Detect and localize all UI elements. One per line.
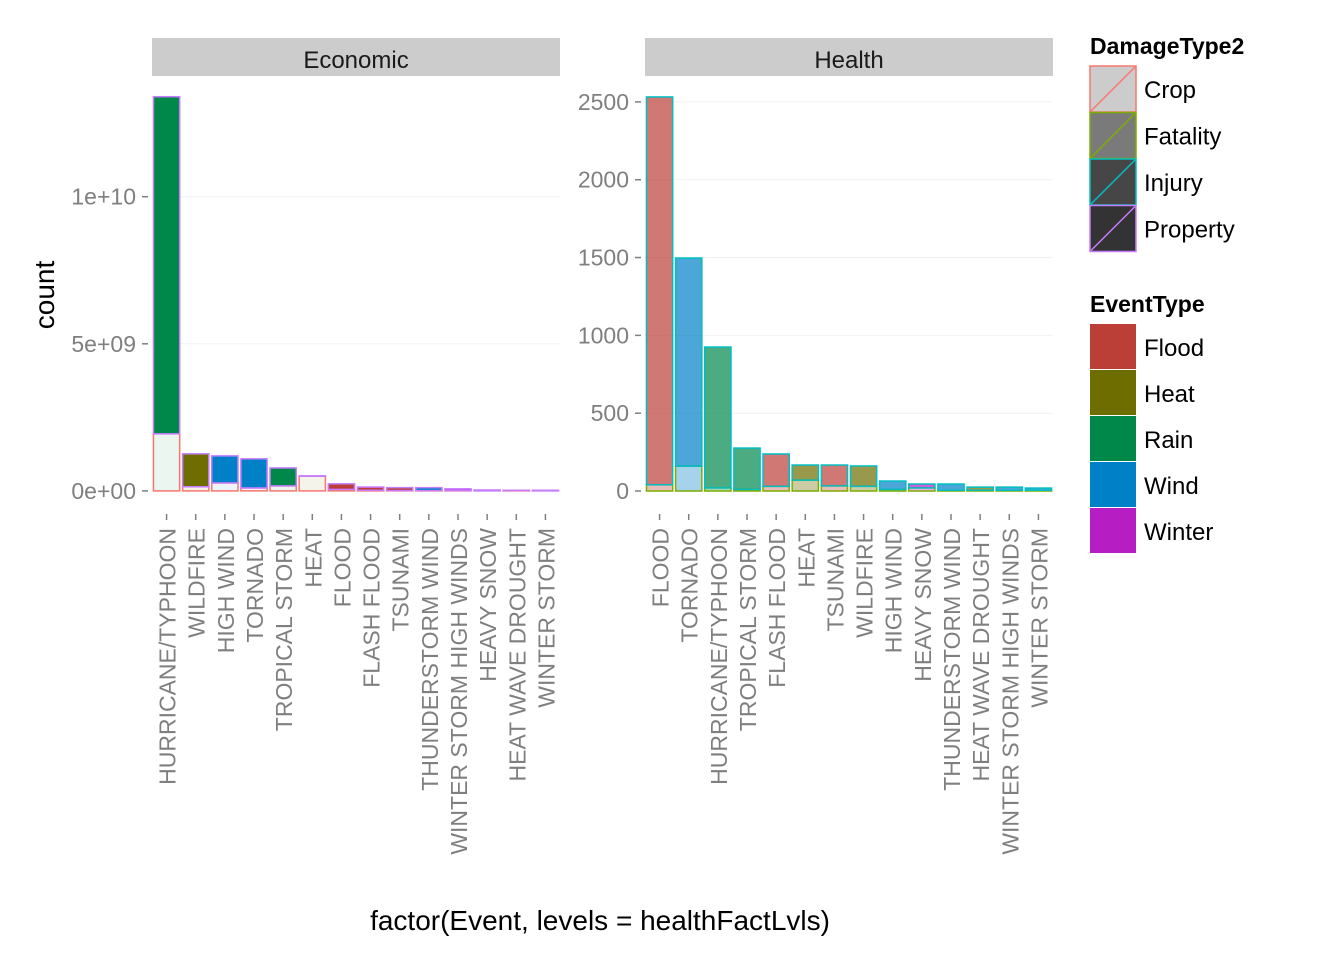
bar-segment (967, 487, 993, 490)
x-tick-label: HEAT (793, 528, 819, 588)
bar-segment (532, 490, 558, 491)
bar-segment (445, 489, 471, 491)
bar-segment (357, 487, 383, 490)
x-tick-label: HURRICANE/TYPHOON (155, 528, 181, 785)
x-tick-label: TORNADO (677, 528, 703, 643)
bar-segment (821, 486, 847, 491)
x-tick-label: TSUNAMI (388, 528, 414, 632)
y-tick-label: 1000 (578, 322, 629, 348)
bar-segment (183, 454, 209, 487)
legend-key (1090, 324, 1136, 369)
y-tick-label: 1e+10 (71, 184, 136, 210)
y-tick-label: 0e+00 (71, 478, 136, 504)
x-tick-label: FLOOD (329, 528, 355, 607)
x-tick-label: FLASH FLOOD (359, 528, 385, 688)
x-tick-label: THUNDERSTORM WIND (939, 528, 965, 791)
legend-label: Rain (1144, 427, 1193, 454)
y-tick-label: 5e+09 (71, 331, 136, 357)
bar-segment (763, 454, 789, 486)
bar-segment (212, 483, 238, 491)
bar-segment (792, 465, 818, 480)
legend-label: Injury (1144, 170, 1203, 197)
x-tick-label: WILDFIRE (852, 528, 878, 638)
legend-label: Flood (1144, 335, 1204, 362)
legend-key (1090, 416, 1136, 461)
x-tick-label: WILDFIRE (184, 528, 210, 638)
bar-segment (153, 97, 179, 434)
x-tick-label: TROPICAL STORM (271, 528, 297, 731)
bar-segment (212, 456, 238, 483)
bar-segment (676, 466, 702, 491)
x-tick-label: WINTER STORM HIGH WINDS (446, 528, 472, 855)
bar-segment (270, 468, 296, 486)
y-tick-label: 0 (616, 478, 629, 504)
bar-segment (153, 434, 179, 491)
legend-label: Wind (1144, 473, 1199, 500)
bar-segment (474, 490, 500, 491)
x-tick-label: HEAT WAVE DROUGHT (968, 528, 994, 781)
x-tick-label: HURRICANE/TYPHOON (706, 528, 732, 785)
legend-label: Winter (1144, 519, 1213, 546)
bar-segment (270, 486, 296, 491)
x-tick-label: HEAVY SNOW (475, 528, 501, 682)
y-tick-label: 500 (591, 400, 629, 426)
y-axis-title: count (29, 261, 60, 330)
bar-segment (646, 97, 672, 485)
x-tick-label: HIGH WIND (213, 528, 239, 653)
legend-label: Property (1144, 217, 1235, 244)
bar-segment (850, 466, 876, 486)
bar-segment (705, 347, 731, 488)
x-axis-title: factor(Event, levels = healthFactLvls) (370, 905, 830, 936)
bar-segment (996, 487, 1022, 490)
bar-segment (646, 485, 672, 491)
bar-segment (328, 484, 354, 490)
x-tick-label: WINTER STORM (533, 528, 559, 708)
x-tick-label: THUNDERSTORM WIND (417, 528, 443, 791)
y-tick-label: 1500 (578, 245, 629, 271)
x-tick-label: HEAT WAVE DROUGHT (504, 528, 530, 781)
legend-key (1090, 462, 1136, 507)
bar-segment (821, 465, 847, 486)
y-tick-label: 2500 (578, 89, 629, 115)
bar-segment (416, 488, 442, 491)
y-tick-label: 2000 (578, 167, 629, 193)
bar-segment (880, 481, 906, 489)
x-tick-label: WINTER STORM (1026, 528, 1052, 708)
legend-label: Fatality (1144, 124, 1221, 151)
bar-segment (792, 480, 818, 491)
bar-segment (387, 488, 413, 491)
legend-title: EventType (1090, 291, 1205, 317)
bar-segment (734, 448, 760, 489)
x-tick-label: HIGH WIND (881, 528, 907, 653)
bar-segment (299, 476, 325, 491)
bar-segment (241, 459, 267, 488)
x-tick-label: FLASH FLOOD (764, 528, 790, 688)
panel-title: Economic (303, 47, 408, 74)
legend-label: Heat (1144, 381, 1195, 408)
bar-segment (676, 258, 702, 466)
x-tick-label: TORNADO (242, 528, 268, 643)
x-tick-label: WINTER STORM HIGH WINDS (997, 528, 1023, 855)
legend-key (1090, 370, 1136, 415)
bar-segment (1025, 488, 1051, 490)
bar-segment (938, 484, 964, 490)
legend-label: Crop (1144, 77, 1196, 104)
x-tick-label: HEAT (300, 528, 326, 588)
panel-title: Health (814, 47, 883, 74)
x-tick-label: TSUNAMI (822, 528, 848, 632)
bar-segment (909, 484, 935, 488)
x-tick-label: TROPICAL STORM (735, 528, 761, 731)
legend-title: DamageType2 (1090, 33, 1244, 59)
legend-key (1090, 508, 1136, 553)
x-tick-label: HEAVY SNOW (910, 528, 936, 682)
x-tick-label: FLOOD (648, 528, 674, 607)
